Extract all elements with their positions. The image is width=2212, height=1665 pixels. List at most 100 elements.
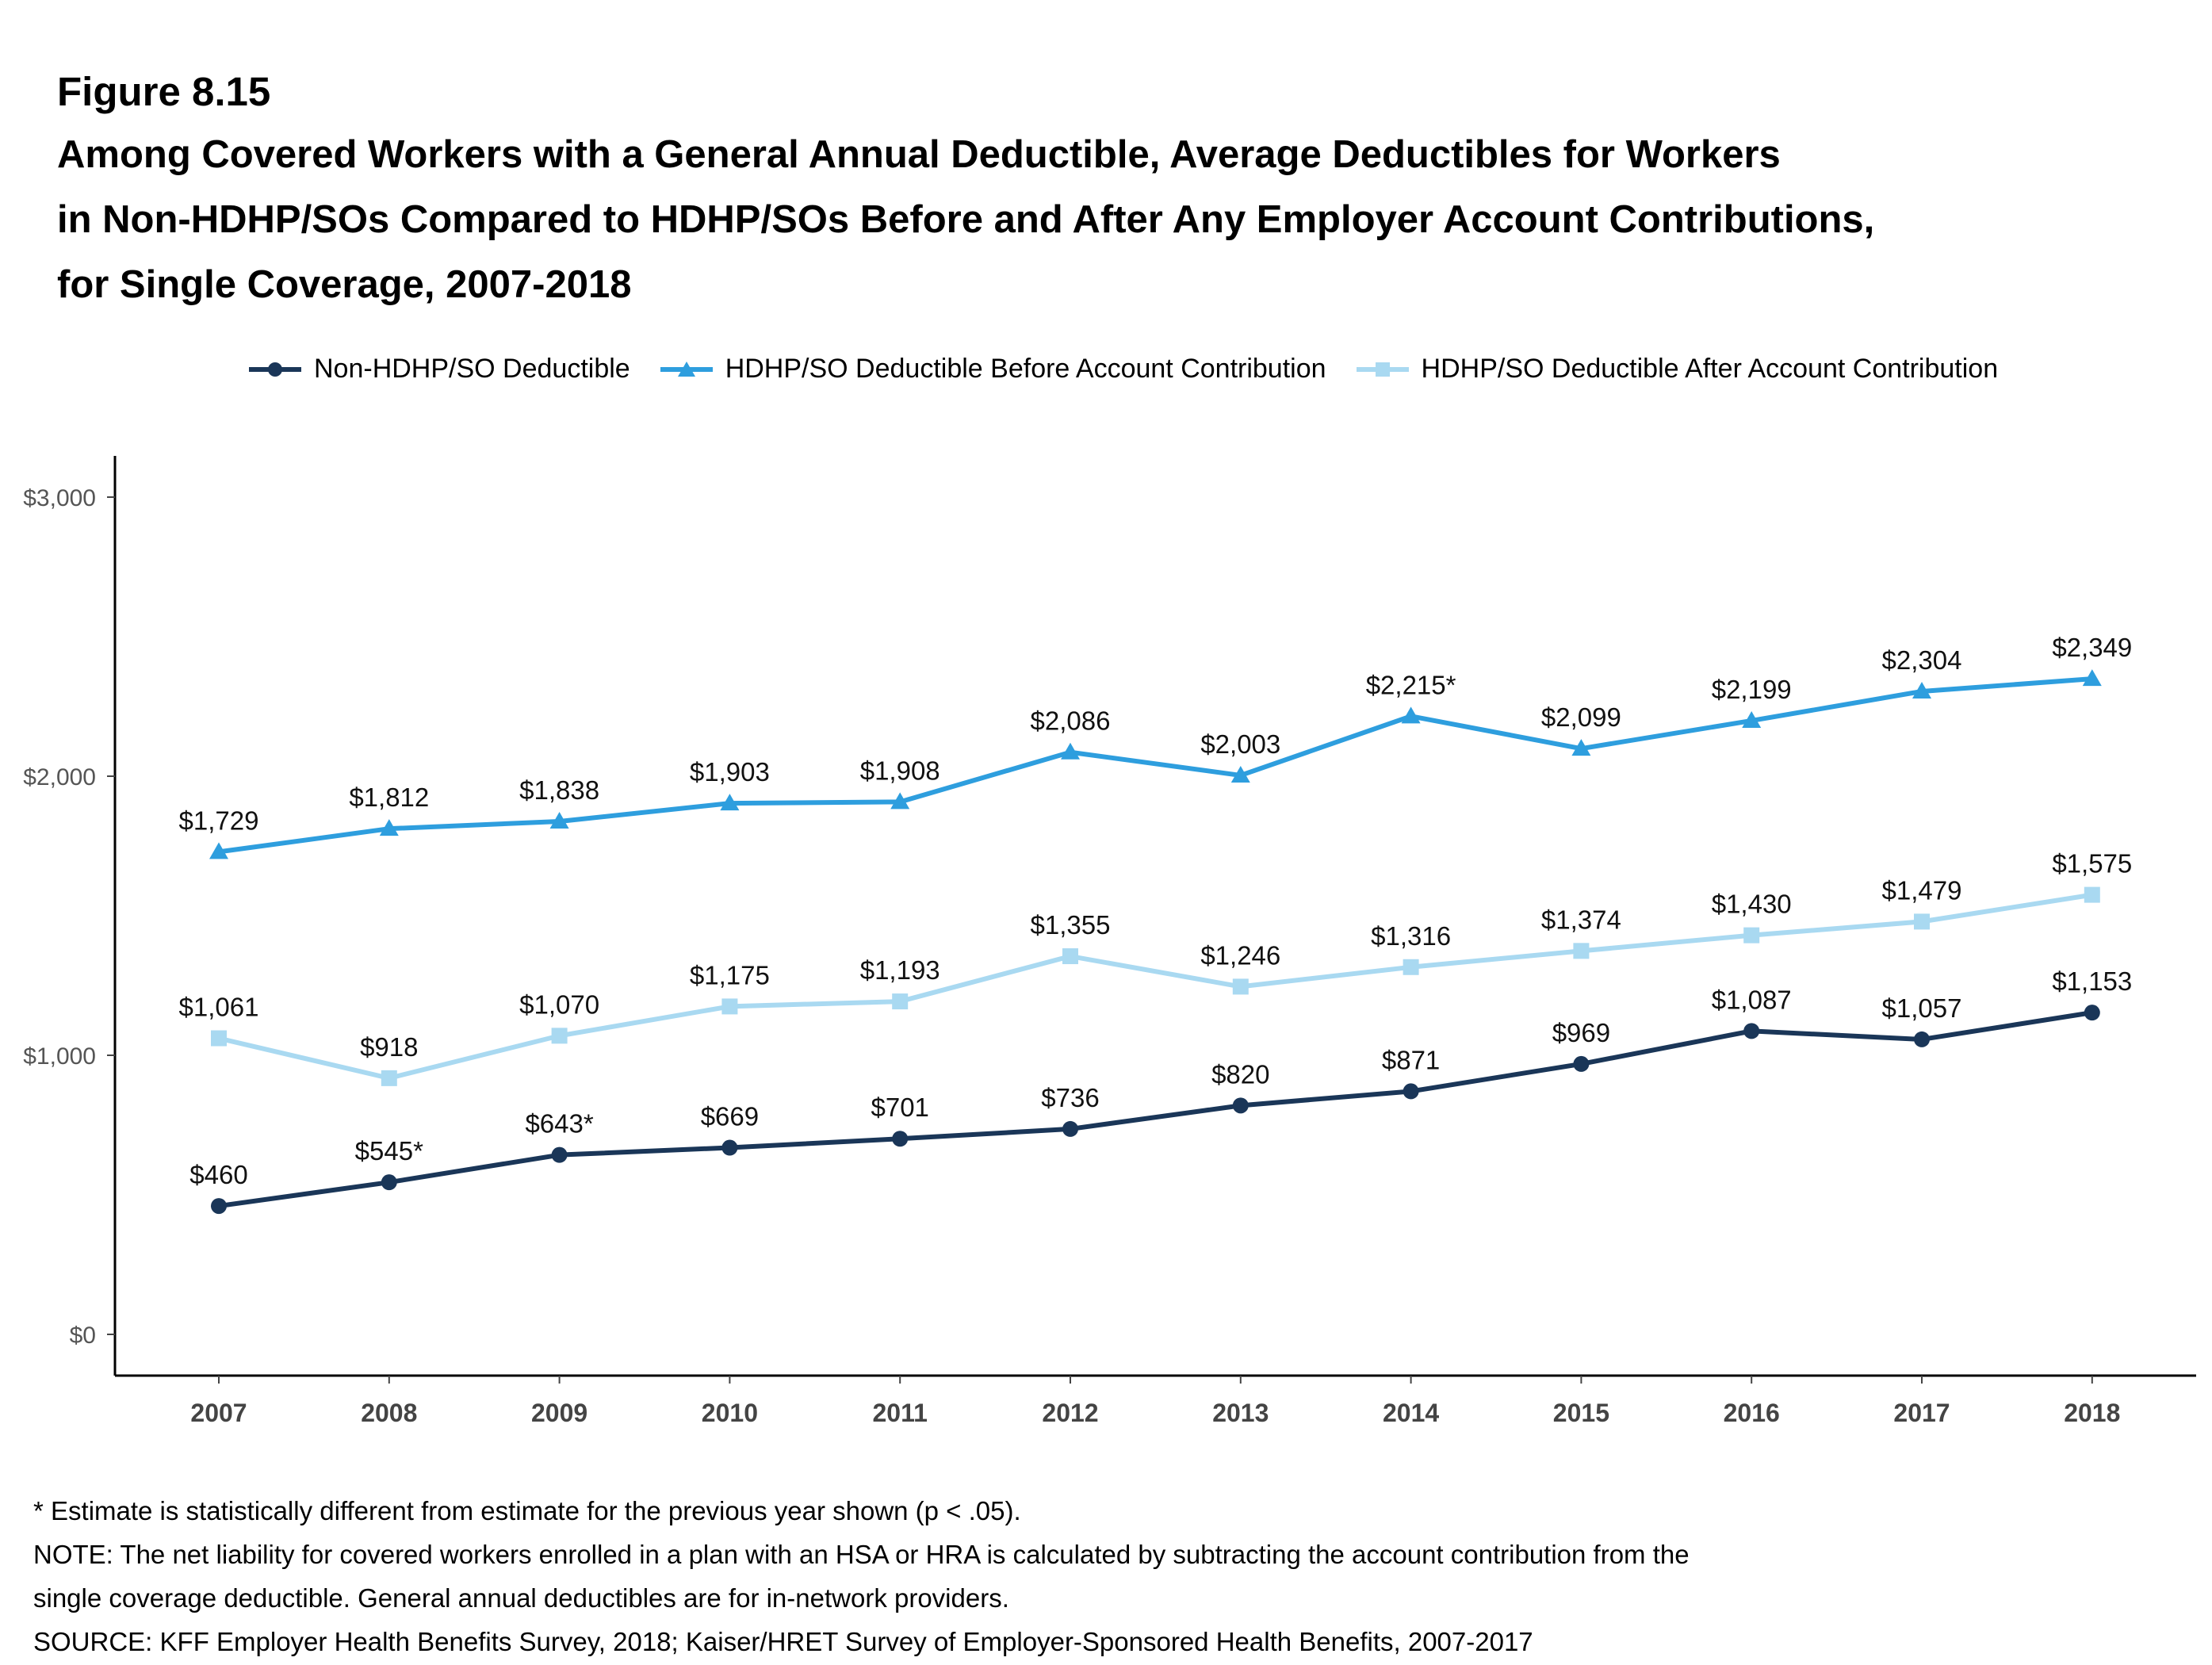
y-tick-label: $0: [70, 1322, 96, 1349]
note-significance: * Estimate is statistically different fr…: [33, 1496, 1021, 1525]
data-point-circle: [2084, 1005, 2100, 1021]
legend-swatch-square: [1356, 362, 1409, 377]
data-label: $669: [701, 1102, 759, 1131]
data-point-square: [2084, 886, 2100, 903]
data-point-triangle: [1912, 681, 1931, 699]
data-point-triangle: [549, 812, 569, 829]
data-point-circle: [381, 1174, 397, 1191]
data-label: $1,374: [1541, 905, 1621, 934]
data-label: $1,812: [349, 783, 429, 812]
data-label: $643*: [525, 1109, 593, 1139]
data-point-triangle: [209, 842, 228, 859]
data-label: $2,199: [1712, 675, 1792, 704]
note-net-liability-cont: single coverage deductible. General annu…: [33, 1583, 1009, 1613]
data-label: $2,099: [1541, 702, 1621, 732]
data-label: $1,903: [690, 757, 770, 787]
x-tick-label: 2008: [361, 1399, 417, 1427]
data-label: $1,575: [2052, 849, 2132, 878]
y-tick-label: $3,000: [23, 485, 96, 511]
data-point-square: [1232, 978, 1249, 995]
data-label: $2,086: [1031, 706, 1111, 736]
data-point-square: [1743, 927, 1760, 944]
data-point-triangle: [379, 819, 399, 836]
data-point-square: [381, 1070, 397, 1086]
data-point-circle: [721, 1139, 738, 1156]
data-label: $1,430: [1712, 890, 1792, 919]
data-point-triangle: [1571, 739, 1591, 756]
legend-label: Non-HDHP/SO Deductible: [314, 354, 630, 384]
data-point-circle: [1743, 1023, 1760, 1039]
data-label: $2,003: [1200, 729, 1280, 759]
legend-swatch-circle: [249, 362, 301, 377]
data-label: $1,153: [2052, 966, 2132, 996]
note-net-liability: NOTE: The net liability for covered work…: [33, 1540, 1690, 1569]
line-chart: $0 $1,000 $2,000 $3,000 2007 2008 2009 2010 2011…: [23, 456, 2196, 1427]
data-label: $871: [1382, 1045, 1440, 1074]
data-label: $701: [871, 1093, 928, 1122]
data-point-circle: [892, 1131, 909, 1147]
data-point-circle: [1403, 1083, 1419, 1100]
data-label: $545*: [355, 1136, 423, 1166]
data-point-circle: [1062, 1120, 1078, 1137]
data-label: $1,355: [1031, 910, 1111, 940]
data-label: $1,057: [1882, 993, 1962, 1023]
legend: Non-HDHP/SO Deductible HDHP/SO Deductibl…: [247, 354, 2026, 385]
data-label: $1,246: [1200, 940, 1280, 970]
data-point-triangle: [2082, 669, 2102, 687]
x-tick-label: 2012: [1042, 1399, 1098, 1427]
series-line-2: [218, 892, 2093, 1081]
legend-label: HDHP/SO Deductible After Account Contrib…: [1421, 354, 1999, 384]
x-tick-label: 2009: [531, 1399, 587, 1427]
data-label: $1,087: [1712, 985, 1792, 1014]
data-point-circle: [1914, 1031, 1930, 1047]
data-label: $736: [1041, 1083, 1099, 1112]
data-label: $918: [360, 1032, 418, 1062]
x-tick-label: 2011: [872, 1399, 927, 1427]
data-label: $820: [1211, 1059, 1269, 1089]
legend-item-hdhp-before: HDHP/SO Deductible Before Account Contri…: [659, 354, 1326, 385]
data-point-square: [551, 1028, 568, 1044]
data-label: $1,316: [1371, 921, 1451, 951]
data-label: $2,349: [2052, 633, 2132, 662]
figure-label: Figure 8.15: [57, 69, 271, 114]
legend-item-hdhp-after: HDHP/SO Deductible After Account Contrib…: [1355, 354, 1999, 385]
data-point-circle: [1232, 1097, 1249, 1114]
data-label: $2,304: [1882, 645, 1962, 675]
data-label: $969: [1552, 1018, 1610, 1047]
data-point-square: [892, 993, 909, 1010]
data-label: $1,070: [519, 989, 599, 1019]
data-point-circle: [551, 1146, 568, 1163]
data-label: $2,215*: [1366, 670, 1456, 699]
x-tick-label: 2014: [1383, 1399, 1439, 1427]
data-label: $1,729: [179, 806, 259, 835]
x-tick-label: 2010: [702, 1399, 758, 1427]
data-label: $1,175: [690, 960, 770, 989]
data-point-circle: [1573, 1055, 1590, 1072]
legend-swatch-triangle: [660, 361, 713, 377]
data-point-square: [1062, 948, 1078, 965]
data-point-square: [721, 998, 738, 1015]
x-tick-label: 2017: [1893, 1399, 1950, 1427]
note-source: SOURCE: KFF Employer Health Benefits Sur…: [33, 1627, 1533, 1656]
figure-title: Among Covered Workers with a General Ann…: [57, 133, 1875, 306]
data-point-triangle: [1230, 765, 1250, 783]
x-tick-label: 2007: [190, 1399, 247, 1427]
series-line-0: [218, 1010, 2093, 1209]
data-point-triangle: [720, 794, 740, 811]
data-label: $1,061: [179, 993, 259, 1022]
y-tick-label: $1,000: [23, 1043, 96, 1070]
y-tick-label: $2,000: [23, 764, 96, 790]
series-line-1: [218, 676, 2093, 855]
data-point-square: [1573, 943, 1590, 959]
data-point-square: [211, 1030, 227, 1047]
data-label: $460: [189, 1160, 247, 1189]
data-point-triangle: [1401, 706, 1421, 724]
x-tick-label: 2018: [2064, 1399, 2120, 1427]
data-point-triangle: [890, 792, 910, 810]
data-point-triangle: [1061, 742, 1080, 760]
data-point-square: [1403, 959, 1419, 975]
title-block: Figure 8.15 Among Covered Workers with a…: [57, 62, 2182, 317]
x-tick-label: 2015: [1553, 1399, 1609, 1427]
legend-item-non-hdhp: Non-HDHP/SO Deductible: [247, 354, 630, 385]
data-label: $1,908: [860, 756, 940, 785]
